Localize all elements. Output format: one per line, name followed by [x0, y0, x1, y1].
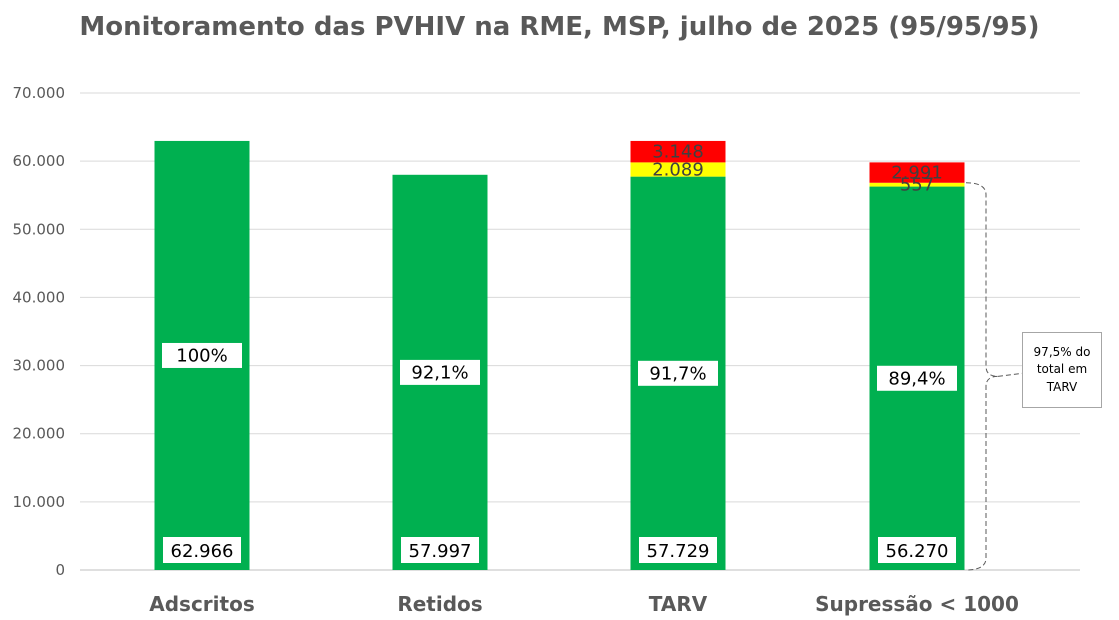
- category-label: Supressão < 1000: [815, 592, 1019, 616]
- category-label: Retidos: [397, 592, 482, 616]
- y-tick-label: 50.000: [13, 220, 66, 238]
- segment-label: 2.089: [652, 160, 704, 181]
- value-label: 57.997: [409, 541, 472, 562]
- y-tick-label: 0: [55, 561, 65, 579]
- annotation-text: 97,5% do total em TARV: [1033, 344, 1091, 394]
- percent-label: 92,1%: [411, 362, 468, 383]
- value-label: 62.966: [171, 541, 234, 562]
- bar-segment: [630, 162, 726, 177]
- data-labels: 62.966 100% 57.997 92,1% 57.729 91,7% 2.0893.1…: [162, 142, 957, 563]
- annotation-bracket: [965, 182, 1023, 571]
- bar-segment: [630, 140, 726, 163]
- value-label: 57.729: [647, 541, 710, 562]
- bar-segment: [869, 162, 965, 183]
- bars: [154, 140, 965, 570]
- percent-label-box: [400, 359, 480, 385]
- value-label: 56.270: [886, 541, 949, 562]
- bar-segment: [869, 182, 965, 187]
- value-label-box: [163, 537, 241, 563]
- y-tick-label: 30.000: [13, 357, 66, 375]
- category-label: Adscritos: [149, 592, 254, 616]
- value-label-box: [401, 537, 479, 563]
- percent-label-box: [877, 365, 957, 391]
- category-label: TARV: [649, 592, 708, 616]
- bracket-connector: [997, 372, 1023, 377]
- category-labels: Adscritos Retidos TARV Supressão < 1000: [149, 592, 1019, 616]
- y-tick-label: 70.000: [13, 84, 66, 102]
- y-tick-label: 40.000: [13, 288, 66, 306]
- percent-label-box: [638, 360, 718, 386]
- y-tick-label: 20.000: [13, 425, 66, 443]
- bracket-line: [965, 182, 999, 571]
- y-tick-label: 10.000: [13, 493, 66, 511]
- y-tick-label: 60.000: [13, 152, 66, 170]
- value-label-box: [639, 537, 717, 563]
- chart-title: Monitoramento das PVHIV na RME, MSP, jul…: [79, 12, 1040, 42]
- segment-label: 557: [900, 175, 934, 196]
- percent-label-box: [162, 342, 242, 368]
- value-label-box: [878, 537, 956, 563]
- segment-label: 3.148: [652, 142, 704, 163]
- annotation-box: 97,5% do total em TARV: [1022, 332, 1102, 408]
- percent-label: 89,4%: [888, 368, 945, 389]
- percent-label: 100%: [176, 345, 227, 366]
- percent-label: 91,7%: [649, 363, 706, 384]
- segment-label: 2.991: [891, 163, 943, 184]
